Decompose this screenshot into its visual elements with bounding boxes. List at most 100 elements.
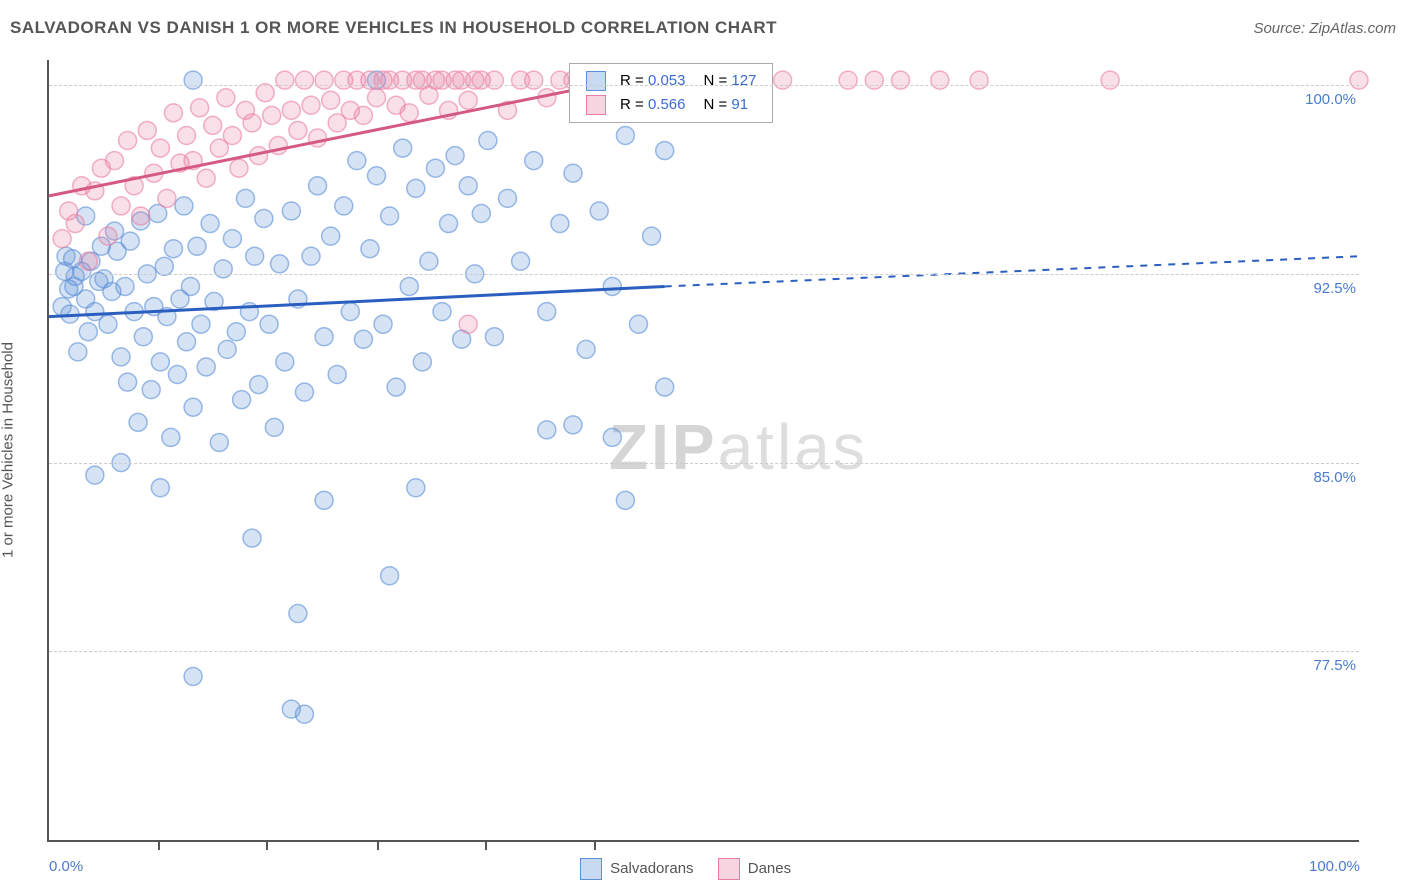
- data-point: [1350, 71, 1368, 89]
- data-point: [407, 179, 425, 197]
- data-point: [774, 71, 792, 89]
- data-point: [577, 340, 595, 358]
- title-bar: SALVADORAN VS DANISH 1 OR MORE VEHICLES …: [10, 18, 1396, 38]
- data-point: [931, 71, 949, 89]
- legend-item-salvadorans: Salvadorans: [580, 858, 694, 880]
- data-point: [440, 215, 458, 233]
- data-point: [181, 277, 199, 295]
- gridline-h: [49, 85, 1359, 86]
- data-point: [616, 126, 634, 144]
- data-point: [381, 207, 399, 225]
- data-point: [132, 207, 150, 225]
- data-point: [223, 126, 241, 144]
- data-point: [603, 428, 621, 446]
- data-point: [295, 71, 313, 89]
- data-point: [276, 71, 294, 89]
- data-point: [256, 84, 274, 102]
- data-point: [322, 91, 340, 109]
- data-point: [210, 433, 228, 451]
- data-point: [282, 101, 300, 119]
- data-point: [459, 91, 477, 109]
- data-point: [302, 247, 320, 265]
- data-point: [616, 491, 634, 509]
- legend-label-salvadorans: Salvadorans: [610, 860, 693, 877]
- data-point: [656, 142, 674, 160]
- stats-legend: R = 0.053 N = 127 R = 0.566 N = 91: [569, 63, 773, 123]
- N-prefix: N =: [703, 96, 731, 113]
- data-point: [271, 255, 289, 273]
- xtick-label: 100.0%: [1309, 858, 1360, 875]
- data-point: [459, 177, 477, 195]
- data-point: [66, 215, 84, 233]
- data-point: [368, 167, 386, 185]
- swatch-danes-bottom: [718, 858, 740, 880]
- data-point: [892, 71, 910, 89]
- data-point: [394, 139, 412, 157]
- data-point: [603, 277, 621, 295]
- data-point: [168, 366, 186, 384]
- data-point: [155, 257, 173, 275]
- data-point: [243, 114, 261, 132]
- gridline-h: [49, 274, 1359, 275]
- data-point: [295, 383, 313, 401]
- N-prefix: N =: [703, 72, 731, 89]
- R-prefix: R =: [620, 96, 648, 113]
- data-point: [433, 303, 451, 321]
- data-point: [348, 152, 366, 170]
- data-point: [188, 237, 206, 255]
- data-point: [151, 479, 169, 497]
- data-point: [525, 71, 543, 89]
- plot-area: ZIPatlas R = 0.053 N = 127 R = 0.566 N =…: [47, 60, 1359, 842]
- data-point: [138, 121, 156, 139]
- ytick-label: 77.5%: [1301, 657, 1356, 674]
- data-point: [129, 413, 147, 431]
- data-point: [302, 96, 320, 114]
- data-point: [538, 303, 556, 321]
- data-point: [184, 667, 202, 685]
- data-point: [243, 529, 261, 547]
- N-value-danes: 91: [731, 96, 748, 113]
- chart-title: SALVADORAN VS DANISH 1 OR MORE VEHICLES …: [10, 18, 777, 38]
- data-point: [335, 197, 353, 215]
- source-label: Source: ZipAtlas.com: [1253, 20, 1396, 37]
- gridline-h: [49, 463, 1359, 464]
- data-point: [134, 328, 152, 346]
- data-point: [289, 605, 307, 623]
- data-point: [485, 328, 503, 346]
- data-point: [374, 315, 392, 333]
- swatch-salvadorans: [586, 71, 606, 91]
- data-point: [184, 398, 202, 416]
- data-point: [282, 202, 300, 220]
- data-point: [564, 416, 582, 434]
- data-point: [255, 210, 273, 228]
- data-point: [79, 252, 97, 270]
- data-point: [512, 252, 530, 270]
- swatch-salvadorans-bottom: [580, 858, 602, 880]
- data-point: [151, 139, 169, 157]
- xtick-mark: [158, 840, 160, 850]
- data-point: [590, 202, 608, 220]
- data-point: [656, 378, 674, 396]
- data-point: [361, 240, 379, 258]
- data-point: [309, 177, 327, 195]
- data-point: [459, 315, 477, 333]
- data-point: [322, 227, 340, 245]
- data-point: [192, 315, 210, 333]
- data-point: [485, 71, 503, 89]
- data-point: [217, 89, 235, 107]
- legend-item-danes: Danes: [718, 858, 792, 880]
- data-point: [525, 152, 543, 170]
- data-point: [865, 71, 883, 89]
- data-point: [112, 197, 130, 215]
- trend-line-dashed: [665, 256, 1359, 286]
- swatch-danes: [586, 95, 606, 115]
- data-point: [551, 215, 569, 233]
- data-point: [69, 343, 87, 361]
- data-point: [400, 277, 418, 295]
- data-point: [328, 366, 346, 384]
- data-point: [564, 164, 582, 182]
- xtick-mark: [377, 840, 379, 850]
- data-point: [197, 169, 215, 187]
- data-point: [86, 466, 104, 484]
- data-point: [538, 421, 556, 439]
